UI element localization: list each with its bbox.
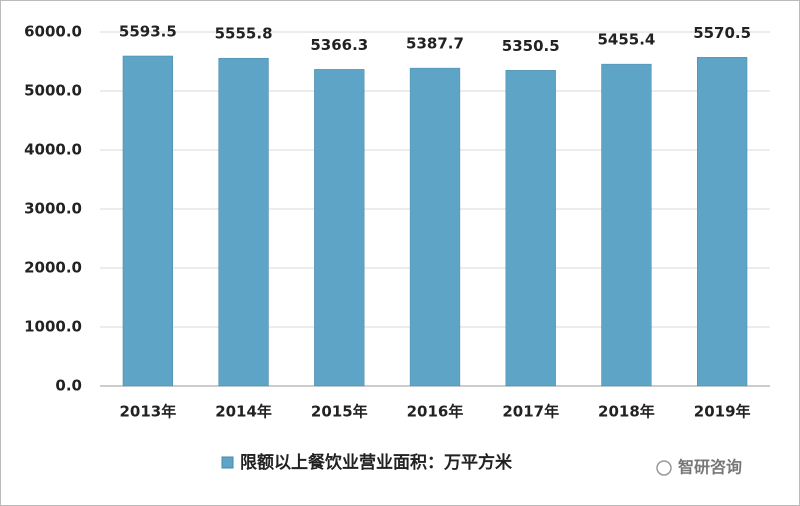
- bar: [697, 57, 748, 387]
- legend-swatch: [221, 456, 234, 469]
- x-tick-label: 2016年: [407, 403, 464, 421]
- x-tick-label: 2018年: [598, 403, 655, 421]
- bar: [314, 69, 365, 387]
- bar: [218, 57, 269, 387]
- y-tick-label: 5000.0: [24, 82, 82, 100]
- y-tick-label: 2000.0: [24, 259, 82, 277]
- value-label: 5593.5: [119, 22, 177, 40]
- y-tick-label: 6000.0: [24, 23, 82, 41]
- value-label: 5387.7: [406, 35, 464, 53]
- x-tick-label: 2017年: [502, 403, 559, 421]
- y-tick-label: 0.0: [55, 377, 82, 395]
- value-label: 5350.5: [502, 37, 560, 55]
- x-tick-label: 2013年: [119, 403, 176, 421]
- x-tick-label: 2014年: [215, 403, 272, 421]
- legend: 限额以上餐饮业营业面积：万平方米: [221, 452, 513, 473]
- x-tick-label: 2015年: [311, 403, 368, 421]
- bar: [122, 55, 173, 387]
- value-label: 5555.8: [215, 25, 273, 43]
- watermark-icon: [656, 460, 672, 476]
- value-label: 5570.5: [693, 24, 751, 42]
- y-tick-label: 4000.0: [24, 141, 82, 159]
- bar: [409, 67, 461, 387]
- legend-label: 限额以上餐饮业营业面积：万平方米: [240, 452, 513, 473]
- bar: [601, 63, 652, 387]
- value-label: 5366.3: [310, 36, 368, 54]
- value-label: 5455.4: [597, 31, 655, 49]
- x-tick-label: 2019年: [694, 403, 751, 421]
- watermark: 智研咨询: [678, 458, 742, 477]
- y-tick-label: 1000.0: [24, 318, 82, 336]
- bar: [505, 70, 556, 387]
- y-tick-label: 3000.0: [24, 200, 82, 218]
